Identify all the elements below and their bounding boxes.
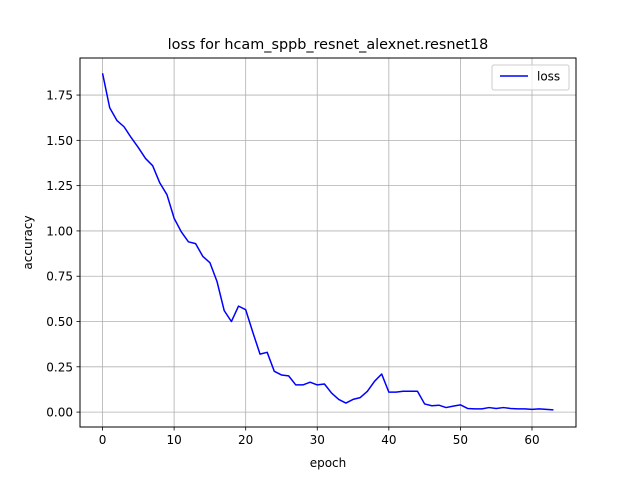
legend: loss bbox=[491, 64, 570, 91]
x-tick-label: 10 bbox=[166, 433, 181, 447]
y-tick-label: 0.50 bbox=[46, 315, 73, 329]
chart-title: loss for hcam_sppb_resnet_alexnet.resnet… bbox=[168, 37, 489, 53]
series-layer bbox=[101, 73, 554, 411]
y-tick-label: 0.25 bbox=[46, 360, 73, 374]
axis-ticks: 0 10 20 30 40 50 60 0.00 0.25 0.50 0.75 1.00 1.25 1.5… bbox=[46, 89, 539, 447]
x-tick-label: 60 bbox=[524, 433, 539, 447]
x-axis-label: epoch bbox=[310, 456, 347, 470]
grid-lines bbox=[80, 58, 576, 427]
y-tick-label: 1.00 bbox=[46, 224, 73, 238]
x-tick-label: 20 bbox=[238, 433, 253, 447]
y-tick-label: 1.50 bbox=[46, 134, 73, 148]
x-tick-label: 50 bbox=[453, 433, 468, 447]
y-tick-label: 0.75 bbox=[46, 270, 73, 284]
plot-frame bbox=[79, 57, 577, 428]
y-tick-label: 0.00 bbox=[46, 406, 73, 420]
legend-box bbox=[491, 64, 570, 91]
series-line-loss bbox=[101, 73, 554, 411]
plot-area bbox=[80, 58, 576, 427]
legend-label-loss: loss bbox=[537, 70, 560, 84]
y-axis-label: accuracy bbox=[21, 215, 35, 269]
y-tick-label: 1.75 bbox=[46, 89, 73, 103]
x-tick-label: 40 bbox=[381, 433, 396, 447]
x-tick-label: 30 bbox=[310, 433, 325, 447]
y-tick-label: 1.25 bbox=[46, 179, 73, 193]
x-tick-label: 0 bbox=[99, 433, 107, 447]
